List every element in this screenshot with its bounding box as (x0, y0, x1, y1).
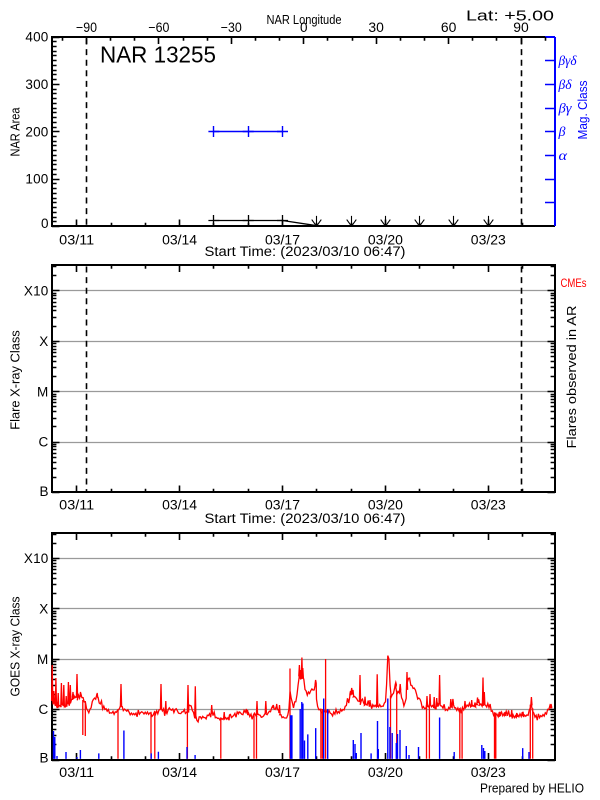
svg-text:B: B (39, 751, 48, 766)
svg-text:Lat: +5.00: Lat: +5.00 (466, 8, 554, 25)
svg-text:0: 0 (41, 216, 49, 231)
svg-text:CMEs: CMEs (561, 278, 587, 290)
svg-text:βγδ: βγδ (558, 54, 577, 69)
svg-text:03/17: 03/17 (265, 233, 300, 248)
svg-text:βδ: βδ (558, 78, 572, 93)
svg-text:300: 300 (25, 77, 48, 92)
svg-text:Mag. Class: Mag. Class (576, 81, 590, 140)
svg-text:B: B (39, 484, 48, 499)
svg-text:NAR 13255: NAR 13255 (100, 42, 216, 68)
svg-text:X10: X10 (24, 551, 49, 566)
svg-text:Prepared by HELIO: Prepared by HELIO (480, 782, 584, 796)
svg-text:−90: −90 (76, 20, 97, 35)
svg-text:β: β (557, 125, 565, 140)
svg-text:90: 90 (513, 20, 529, 35)
svg-text:03/23: 03/23 (471, 765, 506, 780)
svg-text:−30: −30 (221, 20, 242, 35)
svg-text:03/17: 03/17 (265, 765, 300, 780)
svg-text:03/23: 03/23 (471, 498, 506, 513)
svg-text:X: X (39, 334, 48, 349)
svg-text:X: X (39, 601, 48, 616)
svg-text:03/11: 03/11 (59, 498, 94, 513)
svg-text:03/20: 03/20 (368, 765, 403, 780)
svg-text:03/11: 03/11 (59, 765, 94, 780)
svg-text:400: 400 (25, 30, 48, 45)
svg-text:NAR Area: NAR Area (9, 107, 23, 156)
svg-text:M: M (37, 384, 48, 399)
svg-text:Flares observed in AR: Flares observed in AR (564, 306, 579, 449)
svg-text:C: C (39, 435, 49, 450)
svg-text:0: 0 (300, 20, 308, 35)
svg-text:03/11: 03/11 (59, 233, 94, 248)
svg-text:M: M (37, 652, 48, 667)
svg-text:−60: −60 (148, 20, 169, 35)
svg-text:03/20: 03/20 (368, 498, 403, 513)
svg-text:03/14: 03/14 (162, 498, 197, 513)
svg-text:30: 30 (368, 20, 384, 35)
svg-text:Start Time: (2023/03/10 06:47): Start Time: (2023/03/10 06:47) (205, 244, 406, 259)
svg-text:C: C (39, 702, 49, 717)
svg-text:03/14: 03/14 (162, 233, 197, 248)
svg-text:βγ: βγ (557, 102, 572, 117)
svg-text:03/20: 03/20 (368, 233, 403, 248)
svg-text:α: α (559, 149, 568, 164)
svg-text:03/23: 03/23 (471, 233, 506, 248)
svg-text:GOES X-ray Class: GOES X-ray Class (9, 597, 23, 697)
svg-text:X10: X10 (24, 284, 49, 299)
svg-text:60: 60 (441, 20, 457, 35)
svg-text:03/14: 03/14 (162, 765, 197, 780)
svg-text:200: 200 (25, 124, 48, 139)
svg-text:Start Time: (2023/03/10 06:47): Start Time: (2023/03/10 06:47) (205, 511, 406, 526)
svg-text:100: 100 (25, 172, 48, 187)
svg-text:Flare X-ray Class: Flare X-ray Class (9, 330, 23, 430)
svg-text:NAR Longitude: NAR Longitude (267, 13, 342, 27)
svg-text:03/17: 03/17 (265, 498, 300, 513)
